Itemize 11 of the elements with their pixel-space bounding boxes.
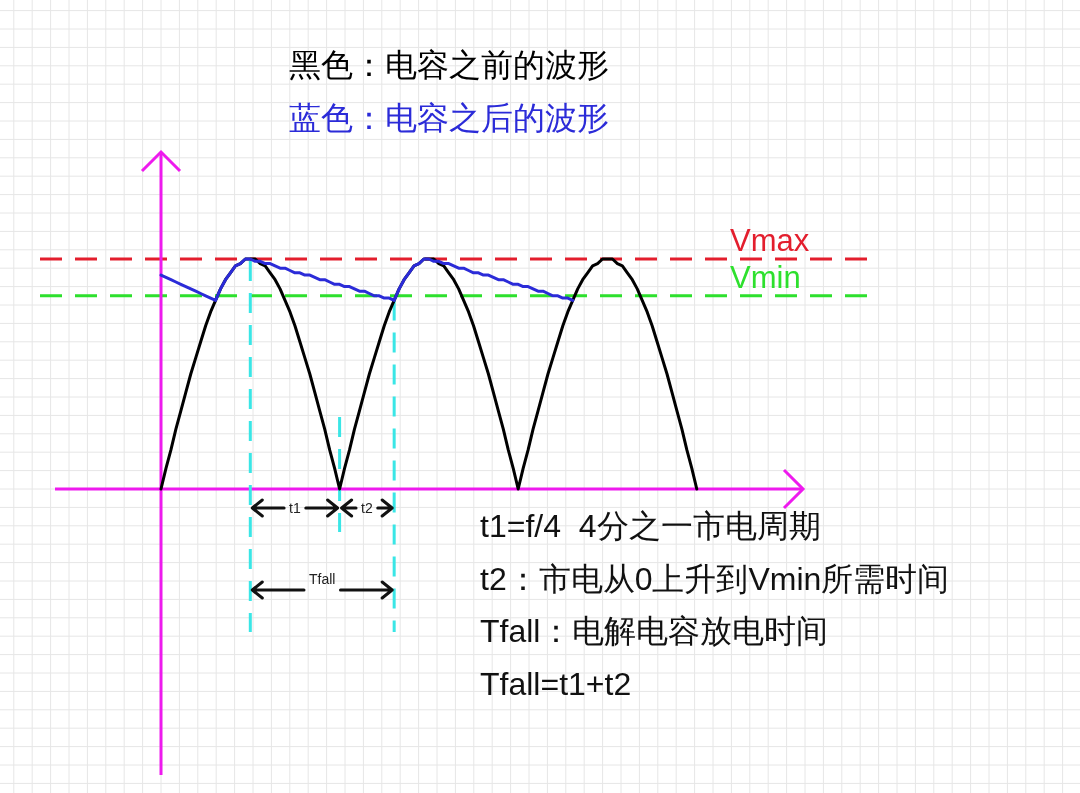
text: Tfall=t1+t2 (480, 665, 632, 702)
text: Tfall：电解电容放电时间 (480, 613, 829, 649)
text: t2：市电从0上升到Vmin所需时间 (480, 560, 950, 597)
text: t1 (289, 500, 301, 516)
text: 蓝色：电容之后的波形 (289, 100, 609, 136)
text: t2 (361, 500, 373, 516)
text: 黑色：电容之前的波形 (289, 47, 609, 83)
ref-line-label: Vmax (730, 223, 810, 258)
text: t1=f/4 4分之一市电周期 (480, 508, 821, 544)
ref-line-label: Vmin (730, 259, 801, 295)
text: Tfall (309, 571, 336, 587)
